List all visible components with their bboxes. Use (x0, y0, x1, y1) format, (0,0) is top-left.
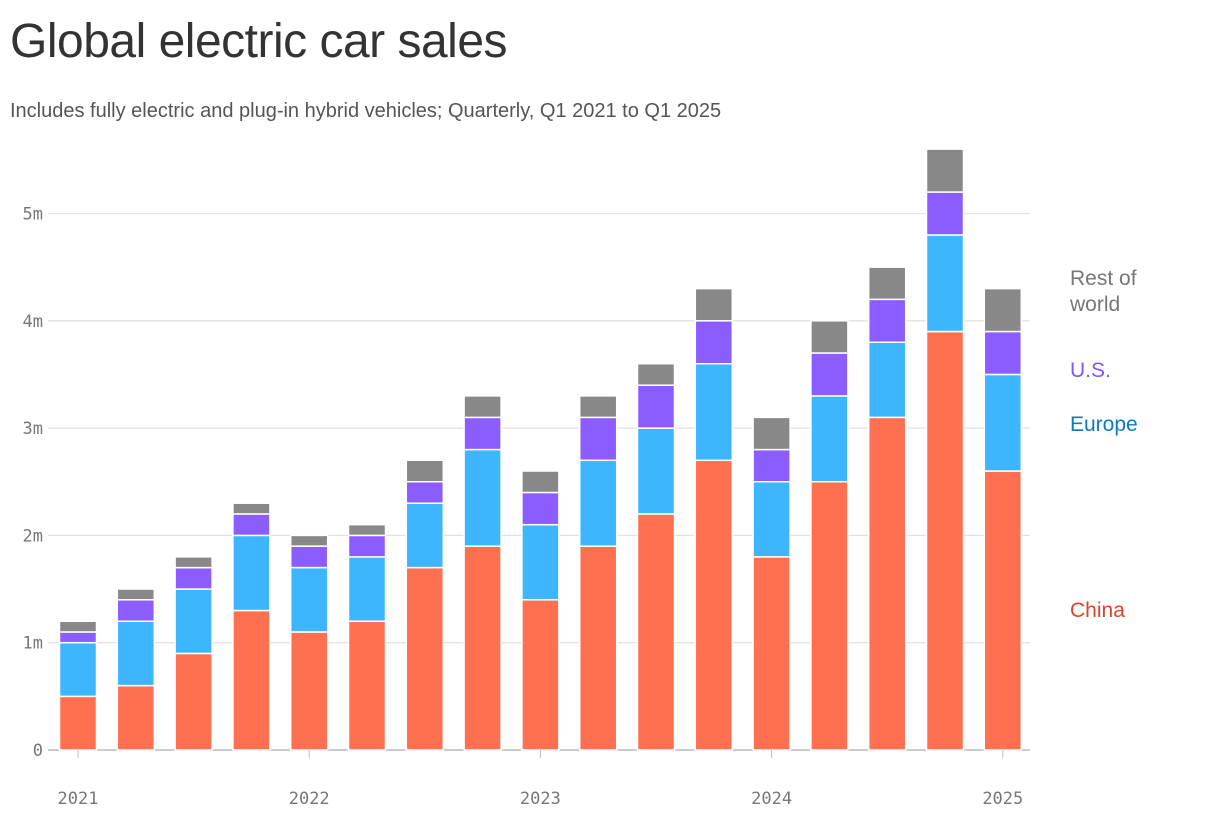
bar-segment-china (463, 545, 502, 751)
x-tick-label: 2021 (58, 789, 99, 809)
x-tick-label: 2022 (289, 789, 330, 809)
bar-segment-china (867, 416, 907, 751)
bar-segment-u-s- (289, 545, 329, 569)
bar-segment-rest-of-world (636, 362, 676, 386)
bar-segment-u-s- (463, 416, 502, 451)
bar-segment-rest-of-world (578, 395, 618, 419)
bar-segment-europe (405, 502, 445, 569)
bar-segment-china (694, 459, 734, 751)
chart-title: Global electric car sales (10, 15, 508, 68)
bar-segment-rest-of-world (174, 556, 213, 569)
x-tick-label: 2023 (520, 789, 561, 809)
bar-segment-europe (925, 234, 965, 333)
bar-segment-china (174, 652, 213, 751)
y-tick-label: 3m (23, 419, 43, 439)
bar-segment-u-s- (116, 599, 156, 622)
bar-segment-rest-of-world (925, 148, 965, 193)
bar-segment-china (347, 620, 387, 751)
bar-segment-rest-of-world (867, 266, 907, 301)
bar-segment-europe (58, 641, 98, 698)
legend-label: Europe (1070, 413, 1138, 436)
bar-segment-europe (578, 459, 618, 547)
bar-segment-china (983, 470, 1023, 751)
bar-segment-u-s- (983, 330, 1023, 376)
bar-segment-u-s- (694, 320, 734, 365)
bar-segment-rest-of-world (347, 523, 387, 537)
bar-segment-rest-of-world (116, 588, 156, 601)
bar-segment-europe (636, 427, 676, 515)
y-tick-label: 1m (23, 634, 43, 654)
chart-subtitle: Includes fully electric and plug-in hybr… (10, 100, 722, 122)
bar-segment-china (578, 545, 618, 751)
legend-label: U.S. (1070, 359, 1111, 382)
bar-segment-europe (752, 481, 791, 558)
bar-segment-china (232, 609, 271, 751)
bar-segment-u-s- (867, 298, 907, 344)
bar-segment-europe (289, 566, 329, 633)
x-tick-label: 2025 (982, 789, 1023, 809)
bar-segment-rest-of-world (694, 287, 734, 322)
bar-segment-china (405, 566, 445, 751)
bar-segment-u-s- (521, 491, 560, 526)
bar-segment-rest-of-world (983, 287, 1023, 333)
bar-segment-europe (116, 620, 156, 687)
legend-label: China (1070, 599, 1125, 622)
bar-segment-europe (232, 534, 271, 612)
bar-segment-u-s- (347, 534, 387, 558)
y-tick-label: 5m (23, 205, 43, 225)
bar-segment-china (752, 556, 791, 751)
y-tick-label: 0 (33, 741, 43, 761)
bar-segment-u-s- (232, 513, 271, 537)
bar-segment-rest-of-world (521, 470, 560, 494)
bar-segment-europe (983, 373, 1023, 472)
bar-segment-rest-of-world (810, 320, 849, 354)
bar-segment-rest-of-world (752, 416, 791, 451)
bar-segment-rest-of-world (405, 459, 445, 483)
bar-segment-u-s- (58, 631, 98, 644)
bar-segment-europe (810, 395, 849, 483)
bar-segment-europe (463, 448, 502, 547)
bar-segment-u-s- (578, 416, 618, 462)
bar-segment-europe (694, 362, 734, 462)
bar-segment-china (521, 599, 560, 751)
bar-segment-u-s- (636, 384, 676, 429)
bar-segment-europe (521, 523, 560, 601)
bar-segment-rest-of-world (232, 502, 271, 515)
y-tick-label: 2m (23, 526, 43, 546)
legend-label-rest-of-world-line1: Rest of (1070, 267, 1137, 290)
x-tick-label: 2024 (751, 789, 792, 809)
bar-segment-china (636, 513, 676, 751)
bar-segment-europe (347, 556, 387, 622)
bar-segment-u-s- (174, 566, 213, 590)
bar-segment-china (116, 684, 156, 751)
bar-segment-u-s- (810, 352, 849, 397)
bar-segment-china (58, 695, 98, 751)
bar-segment-u-s- (925, 191, 965, 236)
bar-segment-rest-of-world (463, 395, 502, 419)
bar-segment-china (925, 330, 965, 751)
legend-label-rest-of-world-line2: world (1069, 293, 1120, 316)
bar-segment-europe (174, 588, 213, 655)
bar-segment-rest-of-world (289, 534, 329, 547)
bar-segment-china (289, 631, 329, 751)
bar-segment-china (810, 481, 849, 751)
bar-segment-europe (867, 341, 907, 419)
bar-segment-rest-of-world (58, 620, 98, 633)
bar-segment-u-s- (752, 448, 791, 483)
bar-segment-u-s- (405, 481, 445, 504)
y-tick-label: 4m (23, 312, 43, 332)
